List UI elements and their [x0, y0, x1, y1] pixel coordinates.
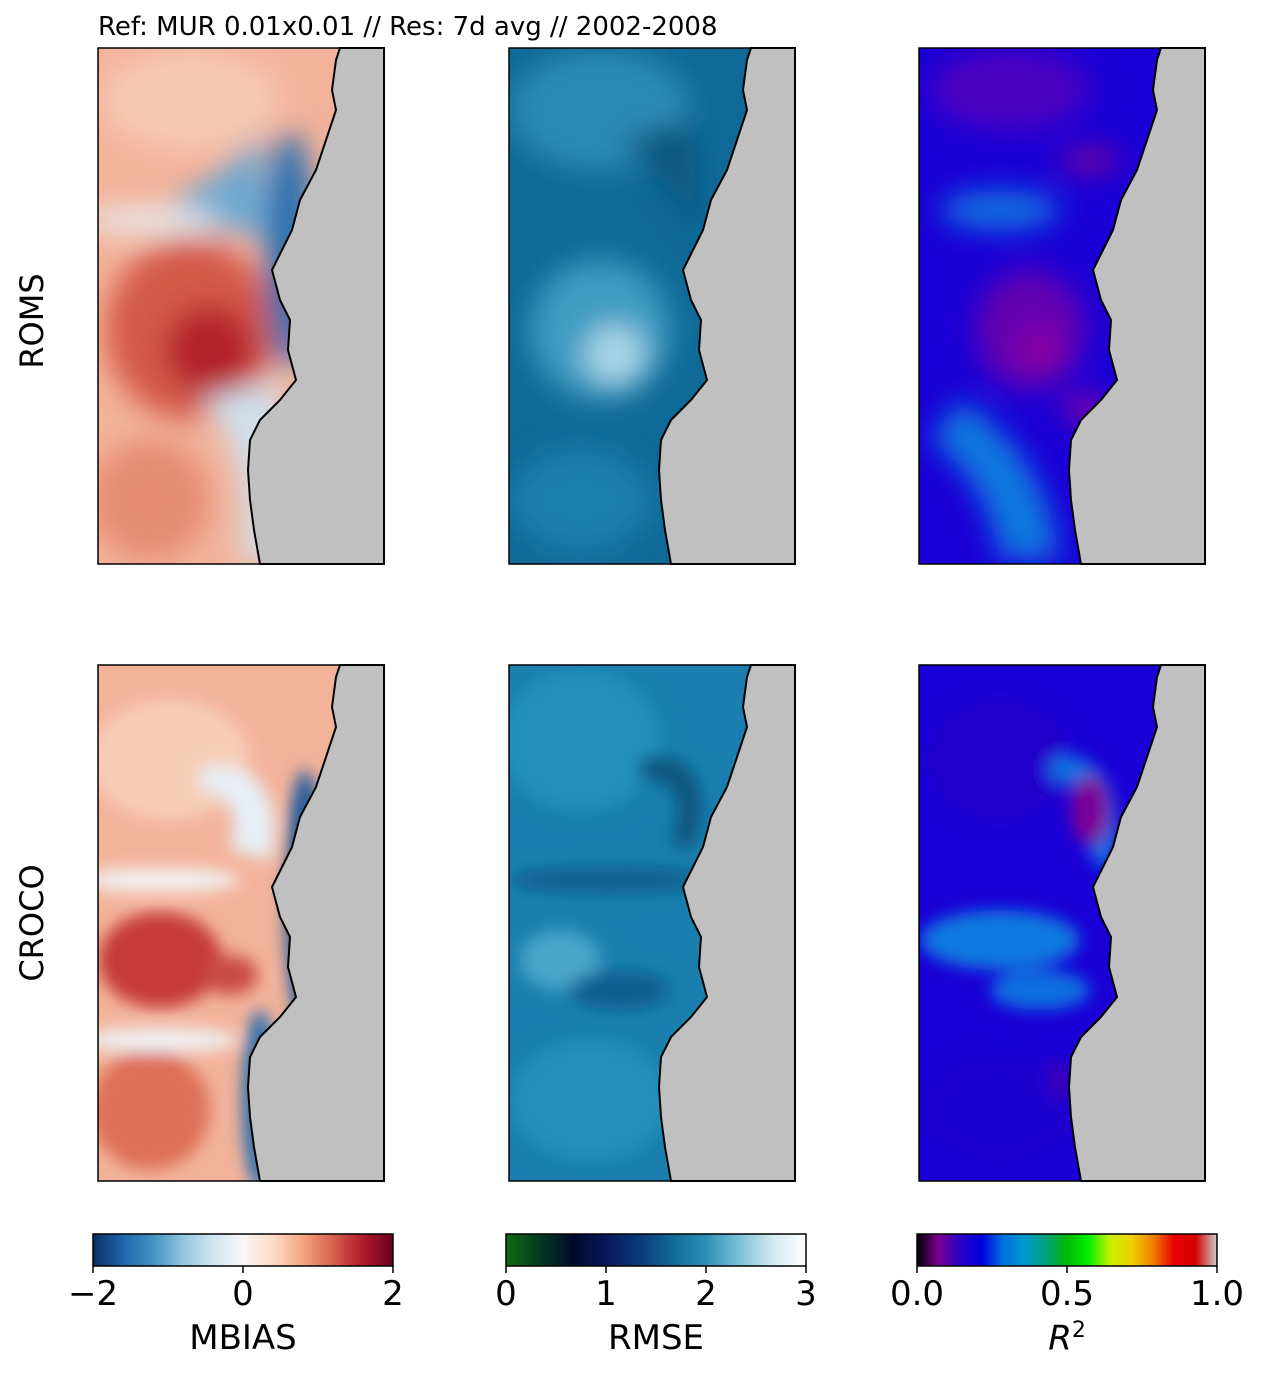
colorbar-rmse-tick-2: 2 [695, 1274, 717, 1314]
colorbar-r2-tick-1: 0.5 [1039, 1274, 1095, 1314]
land-croco-r2 [1067, 664, 1206, 1182]
land-roms-r2 [1067, 47, 1206, 565]
figure-title: Ref: MUR 0.01x0.01 // Res: 7d avg // 200… [98, 12, 718, 42]
colorbar-r2 [916, 1233, 1218, 1267]
frame-croco-mbias [97, 664, 385, 1182]
colorbar-mbias [92, 1233, 394, 1267]
frame-croco-r2 [918, 664, 1206, 1182]
colorbar-r2-tick-2: 1.0 [1189, 1274, 1245, 1314]
frame-roms-mbias [97, 47, 385, 565]
frame-croco-rmse [508, 664, 796, 1182]
colorbar-mbias-label: MBIAS [189, 1318, 297, 1358]
colorbar-rmse-tick-3: 3 [795, 1274, 817, 1314]
colorbar-r2-label-sup: 2 [1071, 1318, 1086, 1343]
colorbar-mbias-tick-1: 0 [232, 1274, 254, 1314]
colorbar-rmse-tick-0: 0 [495, 1274, 517, 1314]
colorbar-rmse-tick-1: 1 [595, 1274, 617, 1314]
colorbar-rmse-label: RMSE [607, 1318, 705, 1358]
panel-frames [97, 47, 1206, 1182]
colorbar-mbias-tick-0: −2 [67, 1274, 119, 1314]
colorbar-r2-tick-0: 0.0 [889, 1274, 945, 1314]
frame-roms-r2 [918, 47, 1206, 565]
land-croco-rmse [657, 664, 796, 1182]
colorbar-rmse [505, 1233, 807, 1267]
colorbar-r2-label: R2 [917, 1318, 1217, 1358]
colorbars [92, 1233, 1218, 1273]
colorbar-mbias-tick-2: 2 [382, 1274, 404, 1314]
frame-roms-rmse [508, 47, 796, 565]
colorbar-r2-label-base: R [1048, 1318, 1072, 1359]
land-roms-rmse [657, 47, 796, 565]
colorbar-ticks [92, 1266, 1218, 1273]
land-roms-mbias [246, 47, 385, 565]
land-overlays [246, 47, 1206, 1182]
land-croco-mbias [246, 664, 385, 1182]
